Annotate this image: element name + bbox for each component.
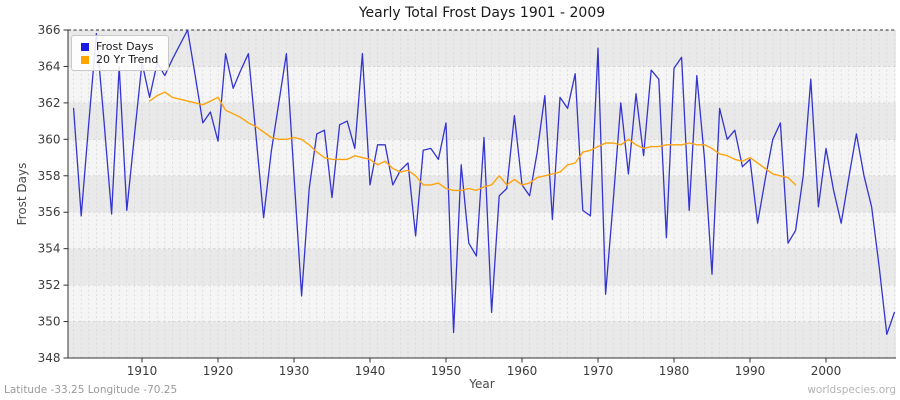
plot-band [68, 212, 896, 249]
plot-band [68, 102, 896, 140]
x-tick-label: 1930 [279, 364, 310, 378]
x-tick-label: 1920 [203, 364, 234, 378]
trend-line [148, 91, 797, 192]
x-tick-label: 1970 [583, 364, 614, 378]
y-tick-label: 362 [38, 96, 61, 110]
y-tick-label: 366 [38, 23, 61, 37]
x-tick-label: 1960 [507, 364, 538, 378]
y-tick-label: 352 [38, 278, 61, 292]
chart-title: Yearly Total Frost Days 1901 - 2009 [358, 5, 606, 21]
x-axis-label: Year [469, 377, 495, 391]
frost-days-swatch-icon [81, 42, 89, 51]
x-tick-label: 1950 [431, 364, 462, 378]
y-axis-label: Frost Days [15, 162, 29, 226]
plot-band [68, 321, 896, 358]
legend-item-trend: 20 Yr Trend [81, 53, 158, 66]
y-tick-label: 354 [38, 242, 61, 256]
plot-band [68, 30, 896, 67]
legend-label: 20 Yr Trend [96, 53, 159, 66]
y-tick-label: 350 [38, 315, 61, 329]
legend-item-frost-days: Frost Days [81, 40, 158, 53]
watermark: worldspecies.org [807, 384, 896, 396]
plot-band [68, 248, 896, 286]
trend-swatch-icon [81, 55, 89, 64]
legend-label: Frost Days [96, 40, 154, 53]
plot-band [68, 66, 896, 103]
x-tick-label: 1940 [355, 364, 386, 378]
y-tick-label: 358 [38, 169, 61, 183]
y-tick-label: 364 [38, 59, 61, 73]
plot-band [68, 175, 896, 213]
frost-days-line [72, 29, 896, 335]
y-tick-label: 348 [38, 351, 61, 365]
y-tick-label: 360 [38, 132, 61, 146]
x-tick-label: 1980 [659, 364, 690, 378]
x-tick-label: 2000 [811, 364, 842, 378]
x-tick-label: 1910 [127, 364, 158, 378]
plot-band [68, 285, 896, 322]
legend: Frost Days 20 Yr Trend [71, 35, 170, 71]
y-tick-label: 356 [38, 205, 61, 219]
x-tick-label: 1990 [735, 364, 766, 378]
coordinates-caption: Latitude -33.25 Longitude -70.25 [4, 384, 178, 396]
